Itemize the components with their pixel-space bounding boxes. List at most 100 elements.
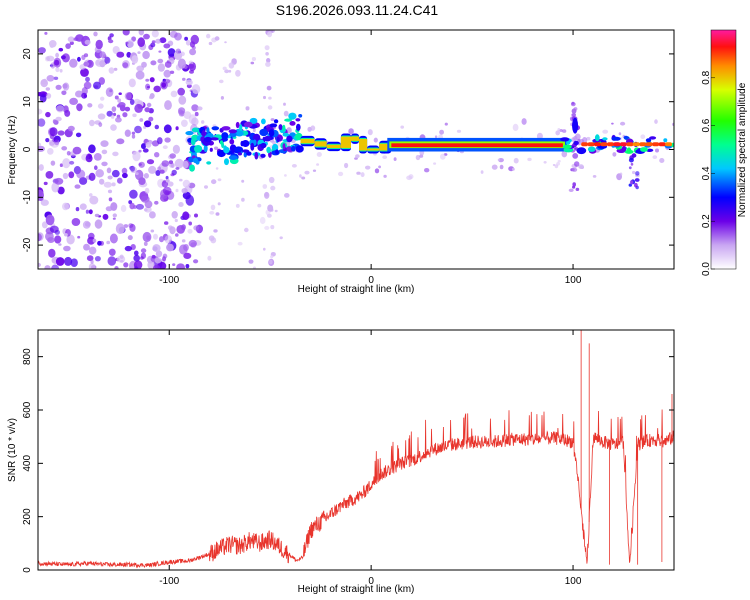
heatmap-cell — [131, 134, 136, 139]
heatmap-cell — [241, 149, 250, 153]
heatmap-cell — [182, 160, 189, 169]
heatmap-cell — [250, 61, 255, 65]
heatmap-cell — [267, 213, 272, 218]
heatmap-cell — [220, 96, 224, 100]
heatmap-cell — [611, 122, 614, 125]
heatmap-cell — [41, 221, 48, 229]
heatmap-cell — [379, 143, 392, 151]
heatmap-cell — [45, 138, 50, 143]
heatmap-cell — [175, 233, 179, 237]
heatmap-cell — [88, 144, 96, 154]
heatmap-cell — [521, 118, 527, 125]
heatmap-cell — [89, 193, 93, 197]
heatmap-cell — [139, 118, 144, 122]
heatmap-cell — [82, 220, 91, 229]
heatmap-cell — [89, 195, 99, 205]
heatmap-cell — [499, 164, 504, 170]
heatmap-cell — [93, 31, 98, 37]
heatmap-cell — [45, 111, 51, 118]
heatmap-cell — [127, 235, 133, 241]
heatmap-cell — [122, 30, 130, 36]
heatmap-cell — [116, 138, 125, 145]
heatmap-cell — [623, 135, 629, 140]
heatmap-cell — [45, 93, 52, 99]
spectrogram-x-ticks: -100 0 100 — [159, 30, 582, 286]
heatmap-cell — [86, 255, 94, 262]
heatmap-cell — [88, 263, 96, 269]
snr-frame — [37, 329, 675, 571]
heatmap-cell — [157, 63, 165, 72]
heatmap-cell — [123, 262, 129, 268]
heatmap-cell — [182, 211, 190, 220]
heatmap-cell — [146, 159, 155, 165]
y-tick-label: 10 — [22, 96, 33, 108]
heatmap-cell — [143, 125, 147, 129]
heatmap-cell — [260, 153, 266, 158]
heatmap-cell — [115, 117, 122, 123]
heatmap-cell — [201, 120, 205, 124]
heatmap-cell — [291, 145, 296, 152]
heatmap-cell — [106, 240, 111, 245]
heatmap-cell — [107, 189, 113, 194]
heatmap-cell — [138, 177, 146, 186]
heatmap-cell — [38, 262, 41, 267]
heatmap-cell — [87, 103, 93, 108]
heatmap-cell — [224, 41, 227, 44]
heatmap-cell — [283, 102, 286, 106]
heatmap-cell — [241, 179, 245, 183]
heatmap-cell — [310, 125, 316, 131]
heatmap-cell — [130, 165, 136, 172]
heatmap-cell — [183, 244, 189, 251]
heatmap-cell — [67, 125, 75, 132]
heatmap-cell — [38, 233, 42, 242]
heatmap-cell — [282, 124, 286, 132]
heatmap-cell — [169, 226, 176, 235]
heatmap-cell — [163, 43, 171, 49]
heatmap-cell — [190, 137, 196, 146]
heatmap-cell — [49, 40, 57, 48]
heatmap-cell — [108, 197, 113, 202]
heatmap-cell — [209, 211, 215, 215]
heatmap-cell — [153, 264, 161, 269]
heatmap-cell — [114, 266, 119, 269]
heatmap-cell — [131, 36, 137, 42]
heatmap-cell — [169, 153, 176, 159]
heatmap-cell — [129, 202, 135, 210]
heatmap-cell — [106, 167, 112, 174]
heatmap-cell — [174, 218, 178, 223]
heatmap-cell — [618, 132, 622, 136]
heatmap-cell — [273, 119, 279, 124]
heatmap-cell — [170, 173, 175, 177]
heatmap-cell — [619, 142, 627, 147]
heatmap-cell — [373, 137, 378, 143]
heatmap-cell — [124, 92, 132, 100]
heatmap-cell — [391, 143, 563, 148]
heatmap-cell — [55, 84, 62, 90]
heatmap-cell — [152, 244, 161, 253]
heatmap-cell — [571, 113, 576, 117]
heatmap-cell — [117, 98, 122, 103]
heatmap-cell — [81, 92, 87, 99]
heatmap-cell — [252, 133, 261, 141]
heatmap-cell — [44, 31, 48, 35]
heatmap-cell — [150, 60, 157, 66]
heatmap-cell — [85, 154, 93, 163]
heatmap-cell — [283, 110, 289, 117]
heatmap-cell — [166, 243, 174, 252]
heatmap-cell — [659, 158, 665, 163]
heatmap-cell — [67, 36, 75, 43]
heatmap-cell — [150, 229, 155, 233]
heatmap-cell — [298, 114, 303, 118]
heatmap-cell — [316, 152, 322, 157]
heatmap-cell — [163, 124, 172, 134]
heatmap-cell — [440, 153, 446, 160]
heatmap-cell — [39, 94, 47, 103]
heatmap-cell — [76, 103, 83, 112]
heatmap-cell — [235, 69, 241, 77]
heatmap-cell — [188, 239, 197, 248]
heatmap-cell — [47, 237, 55, 243]
heatmap-cell — [175, 126, 179, 131]
heatmap-cell — [74, 184, 81, 189]
heatmap-cell — [244, 227, 249, 233]
heatmap-cell — [649, 136, 657, 140]
